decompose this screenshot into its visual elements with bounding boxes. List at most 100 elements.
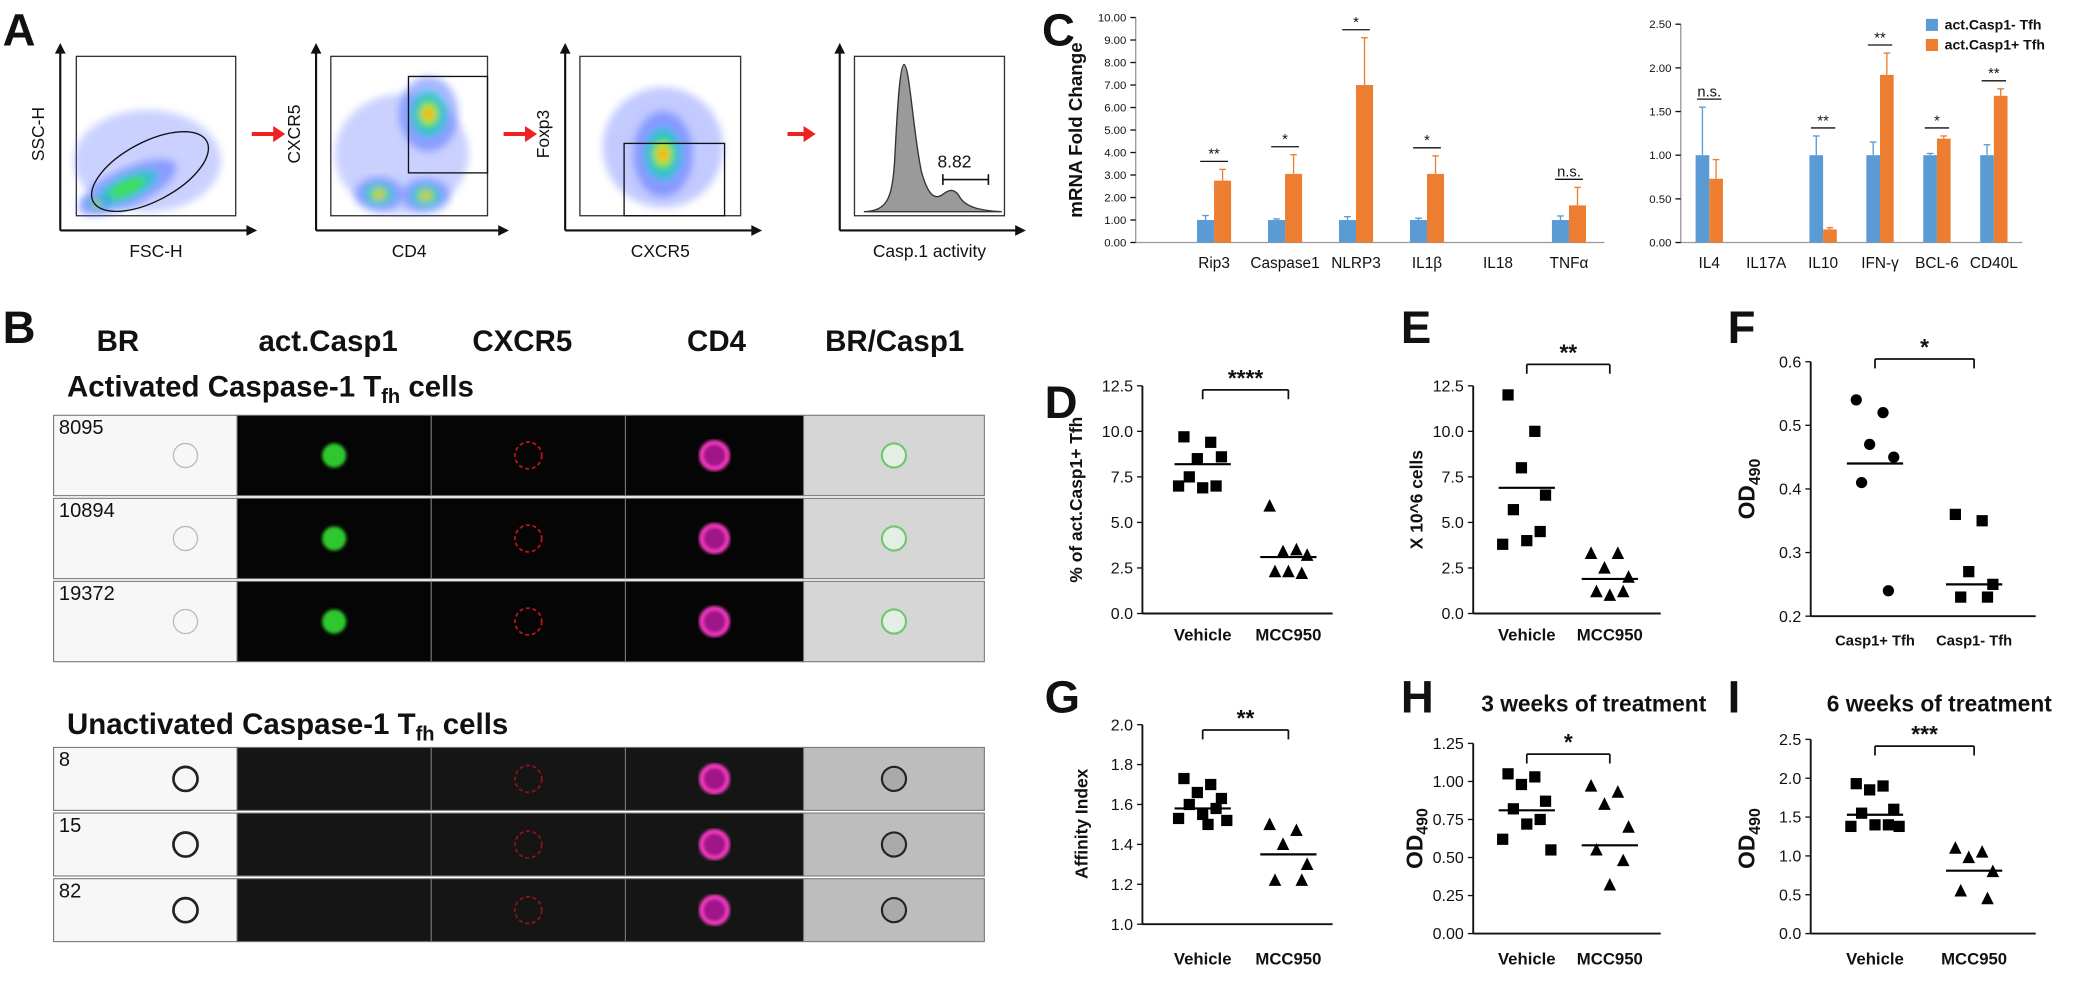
bar: [1356, 85, 1374, 243]
x-tick-label: CD40L: [1970, 255, 2018, 272]
y-tick-label: 0.0: [1441, 605, 1463, 623]
y-axis-label-main: X 10^6 cells: [1406, 450, 1426, 549]
point: [1845, 820, 1857, 833]
cell-cd4: [699, 606, 730, 637]
cell-brightfield: [172, 608, 199, 635]
event-id: 8: [59, 749, 70, 771]
point: [1622, 820, 1635, 833]
y-axis-label: CXCR5: [284, 105, 304, 164]
axis-arrow: [751, 225, 763, 236]
point: [1263, 817, 1276, 831]
y-tick-label: 2.50: [1649, 19, 1671, 31]
point: [1534, 525, 1546, 538]
panel-label: D: [1045, 377, 1078, 428]
bar: [1866, 155, 1881, 243]
y-tick-label: 10.00: [1098, 13, 1126, 25]
cell-brightfield: [172, 442, 199, 469]
flow-arrow-head: [525, 126, 538, 143]
cell-cxcr5: [514, 764, 543, 794]
point: [1290, 823, 1303, 837]
x-tick-label: MCC950: [1255, 625, 1321, 644]
point: [1963, 566, 1975, 578]
legend-label: act.Casp1- Tfh: [1945, 17, 2042, 33]
cell-cxcr5: [514, 830, 543, 859]
x-tick-label: IFN-γ: [1861, 255, 1899, 272]
image-cell: [236, 878, 432, 943]
point: [1539, 489, 1552, 501]
point: [1210, 480, 1222, 492]
panel-label: H: [1401, 672, 1434, 723]
point: [1949, 508, 1961, 521]
point: [1590, 842, 1603, 856]
significance-label: **: [1988, 66, 2000, 82]
y-axis-label: X 10^6 cells: [1406, 450, 1426, 549]
point: [1590, 584, 1603, 598]
axis-arrow: [559, 42, 571, 54]
point: [1197, 808, 1209, 821]
legend-label: act.Casp1+ Tfh: [1945, 37, 2045, 53]
point: [1215, 792, 1228, 805]
event-id: 15: [59, 815, 81, 837]
image-cell: [430, 414, 626, 497]
y-tick-label: 7.5: [1111, 469, 1133, 487]
group-title-end: cells: [435, 708, 509, 741]
x-tick-label: IL17A: [1746, 255, 1787, 272]
point: [1515, 778, 1528, 791]
y-tick-label: 0.00: [1433, 925, 1464, 943]
y-tick-label: 2.5: [1441, 560, 1463, 578]
image-cell: [624, 580, 805, 663]
panel-label: C: [1042, 5, 1075, 56]
point: [1282, 564, 1295, 578]
image-cell: [53, 580, 238, 663]
axis-arrow: [310, 42, 322, 54]
cell-brightfield: [172, 831, 199, 858]
point: [1276, 837, 1290, 851]
point: [1893, 820, 1905, 833]
y-tick-label: 5.0: [1441, 514, 1463, 532]
cell-overlay: [880, 442, 908, 469]
point: [1295, 566, 1309, 580]
y-tick-label: 1.00: [1649, 150, 1671, 162]
x-axis-label: CD4: [392, 241, 427, 261]
x-tick-label: MCC950: [1577, 949, 1643, 968]
event-id: 82: [59, 880, 81, 902]
cell-cxcr5: [514, 524, 543, 553]
y-tick-label: 0.50: [1433, 849, 1464, 867]
density-peak: [376, 192, 382, 197]
flow-arrow-head: [273, 126, 286, 143]
point: [1855, 807, 1868, 819]
image-cell: [53, 497, 238, 580]
chart-title: 6 weeks of treatment: [1827, 690, 2052, 716]
y-axis-label-main: OD: [1733, 835, 1759, 869]
y-tick-label: 2.00: [1649, 63, 1671, 75]
significance-label: **: [1817, 113, 1829, 129]
y-tick-label: 2.0: [1779, 770, 1801, 788]
cell-brightfield: [172, 896, 199, 924]
y-tick-label: 0.75: [1433, 811, 1464, 829]
point: [1603, 588, 1617, 601]
bar: [1427, 173, 1445, 243]
y-tick-label: 7.5: [1441, 469, 1463, 487]
cell-brightfield: [172, 765, 199, 793]
group-title-main: Activated Caspase-1 T: [67, 371, 381, 404]
cell-overlay: [880, 525, 908, 552]
x-tick-label: IL4: [1699, 255, 1721, 272]
significance-label: *: [1282, 132, 1288, 148]
point: [1850, 778, 1862, 790]
event-id: 8095: [59, 417, 104, 439]
significance-label: n.s.: [1557, 165, 1581, 181]
point: [1205, 778, 1217, 791]
x-tick-label: Vehicle: [1174, 625, 1232, 644]
group-title: Activated Caspase-1 Tfh cells: [67, 371, 474, 409]
significance-label: ***: [1911, 721, 1938, 747]
y-tick-label: 0.3: [1779, 544, 1801, 562]
y-axis-label-main: % of act.Casp1+ Tfh: [1066, 417, 1086, 583]
cell-casp1: [322, 609, 347, 634]
y-axis-label-sub: 490: [1747, 458, 1764, 485]
x-axis-label: FSC-H: [129, 241, 182, 261]
y-tick-label: 12.5: [1102, 377, 1133, 395]
point: [1584, 546, 1598, 560]
image-cell: [803, 878, 985, 943]
bar: [1551, 220, 1569, 243]
